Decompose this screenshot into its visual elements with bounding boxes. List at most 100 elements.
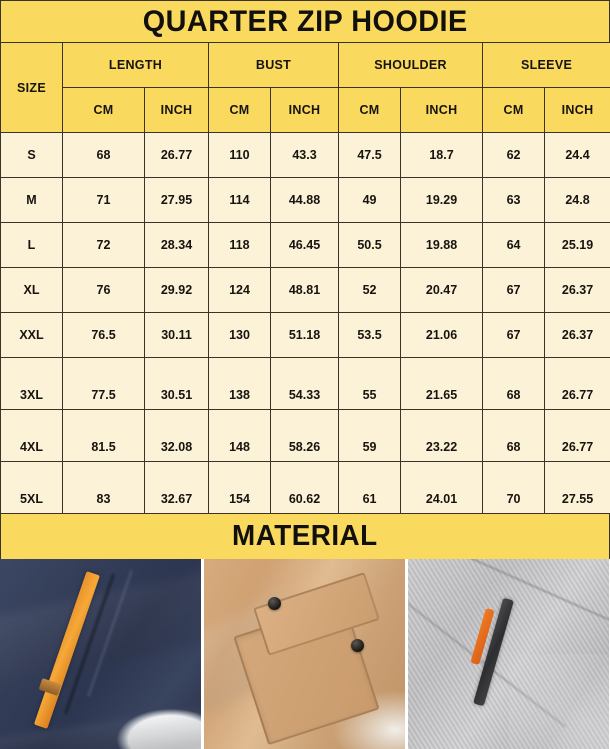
material-title: MATERIAL	[232, 522, 378, 551]
khaki-snap-pocket-photo	[204, 559, 405, 749]
cell-shoulder-cm: 61	[339, 462, 401, 514]
material-banner: MATERIAL	[0, 514, 610, 559]
cell-length-cm: 77.5	[63, 358, 145, 410]
row-size-label: XL	[1, 268, 63, 313]
table-unit-header-row: CM INCH CM INCH CM INCH CM INCH	[1, 88, 610, 133]
table-row: M 71 27.95 114 44.88 49 19.29 63 24.8	[1, 178, 610, 223]
cell-length-cm: 68	[63, 133, 145, 178]
col-header-sleeve: SLEEVE	[483, 43, 610, 88]
unit-header-length-inch: INCH	[145, 88, 209, 133]
cell-sleeve-cm: 63	[483, 178, 545, 223]
fabric-crease	[0, 567, 201, 688]
cell-shoulder-cm: 47.5	[339, 133, 401, 178]
cell-shoulder-inch: 18.7	[401, 133, 483, 178]
cell-bust-inch: 43.3	[271, 133, 339, 178]
table-row: 4XL 81.5 32.08 148 58.26 59 23.22 68 26.…	[1, 410, 610, 462]
table-row: S 68 26.77 110 43.3 47.5 18.7 62 24.4	[1, 133, 610, 178]
table-row: XL 76 29.92 124 48.81 52 20.47 67 26.37	[1, 268, 610, 313]
cell-shoulder-cm: 49	[339, 178, 401, 223]
cell-bust-inch: 46.45	[271, 223, 339, 268]
cell-bust-inch: 51.18	[271, 313, 339, 358]
row-size-label: 5XL	[1, 462, 63, 514]
col-header-size: SIZE	[1, 43, 63, 133]
cell-bust-cm: 110	[209, 133, 271, 178]
cell-shoulder-inch: 19.88	[401, 223, 483, 268]
cell-length-cm: 81.5	[63, 410, 145, 462]
cell-shoulder-cm: 55	[339, 358, 401, 410]
title-banner: QUARTER ZIP HOODIE	[0, 0, 610, 42]
cell-shoulder-inch: 24.01	[401, 462, 483, 514]
cell-bust-cm: 114	[209, 178, 271, 223]
cell-shoulder-inch: 21.65	[401, 358, 483, 410]
unit-header-length-cm: CM	[63, 88, 145, 133]
col-header-bust: BUST	[209, 43, 339, 88]
cell-sleeve-cm: 70	[483, 462, 545, 514]
row-size-label: L	[1, 223, 63, 268]
cell-sleeve-inch: 26.37	[545, 313, 610, 358]
cell-sleeve-inch: 26.37	[545, 268, 610, 313]
row-size-label: M	[1, 178, 63, 223]
cell-shoulder-cm: 53.5	[339, 313, 401, 358]
cell-bust-cm: 154	[209, 462, 271, 514]
cell-shoulder-inch: 23.22	[401, 410, 483, 462]
cell-sleeve-inch: 26.77	[545, 358, 610, 410]
table-row: XXL 76.5 30.11 130 51.18 53.5 21.06 67 2…	[1, 313, 610, 358]
size-table: SIZE LENGTH BUST SHOULDER SLEEVE CM INCH…	[0, 42, 610, 514]
cell-length-cm: 71	[63, 178, 145, 223]
cell-sleeve-inch: 24.8	[545, 178, 610, 223]
cell-length-inch: 30.11	[145, 313, 209, 358]
material-photo-strip	[0, 559, 610, 749]
row-size-label: 3XL	[1, 358, 63, 410]
cell-sleeve-cm: 67	[483, 268, 545, 313]
cell-sleeve-cm: 62	[483, 133, 545, 178]
unit-header-sleeve-inch: INCH	[545, 88, 610, 133]
cell-length-inch: 27.95	[145, 178, 209, 223]
cell-sleeve-cm: 64	[483, 223, 545, 268]
size-table-body: S 68 26.77 110 43.3 47.5 18.7 62 24.4 M …	[1, 133, 610, 514]
cell-bust-cm: 124	[209, 268, 271, 313]
col-header-shoulder: SHOULDER	[339, 43, 483, 88]
cell-bust-cm: 118	[209, 223, 271, 268]
snap-button-icon	[351, 639, 364, 652]
cell-sleeve-cm: 68	[483, 358, 545, 410]
row-size-label: 4XL	[1, 410, 63, 462]
cell-sleeve-inch: 26.77	[545, 410, 610, 462]
table-row: 3XL 77.5 30.51 138 54.33 55 21.65 68 26.…	[1, 358, 610, 410]
cell-bust-cm: 148	[209, 410, 271, 462]
cell-bust-inch: 60.62	[271, 462, 339, 514]
cell-length-inch: 28.34	[145, 223, 209, 268]
cell-shoulder-cm: 52	[339, 268, 401, 313]
unit-header-bust-cm: CM	[209, 88, 271, 133]
cell-sleeve-inch: 27.55	[545, 462, 610, 514]
table-group-header-row: SIZE LENGTH BUST SHOULDER SLEEVE	[1, 43, 610, 88]
unit-header-sleeve-cm: CM	[483, 88, 545, 133]
cell-length-cm: 72	[63, 223, 145, 268]
col-header-length: LENGTH	[63, 43, 209, 88]
cell-length-inch: 29.92	[145, 268, 209, 313]
cell-shoulder-inch: 20.47	[401, 268, 483, 313]
cell-bust-inch: 48.81	[271, 268, 339, 313]
cell-length-cm: 76	[63, 268, 145, 313]
cell-sleeve-inch: 25.19	[545, 223, 610, 268]
unit-header-bust-inch: INCH	[271, 88, 339, 133]
page-title: QUARTER ZIP HOODIE	[143, 7, 468, 37]
cell-length-inch: 30.51	[145, 358, 209, 410]
cell-sleeve-cm: 67	[483, 313, 545, 358]
garment-hem	[0, 706, 201, 749]
row-size-label: XXL	[1, 313, 63, 358]
grey-zip-pocket-photo	[408, 559, 609, 749]
table-row: 5XL 83 32.67 154 60.62 61 24.01 70 27.55	[1, 462, 610, 514]
table-row: L 72 28.34 118 46.45 50.5 19.88 64 25.19	[1, 223, 610, 268]
cell-sleeve-inch: 24.4	[545, 133, 610, 178]
cell-length-inch: 32.08	[145, 410, 209, 462]
cell-shoulder-inch: 19.29	[401, 178, 483, 223]
cell-bust-cm: 130	[209, 313, 271, 358]
cell-bust-inch: 58.26	[271, 410, 339, 462]
cell-bust-inch: 44.88	[271, 178, 339, 223]
cell-length-inch: 32.67	[145, 462, 209, 514]
cell-sleeve-cm: 68	[483, 410, 545, 462]
unit-header-shoulder-cm: CM	[339, 88, 401, 133]
cell-shoulder-cm: 59	[339, 410, 401, 462]
unit-header-shoulder-inch: INCH	[401, 88, 483, 133]
